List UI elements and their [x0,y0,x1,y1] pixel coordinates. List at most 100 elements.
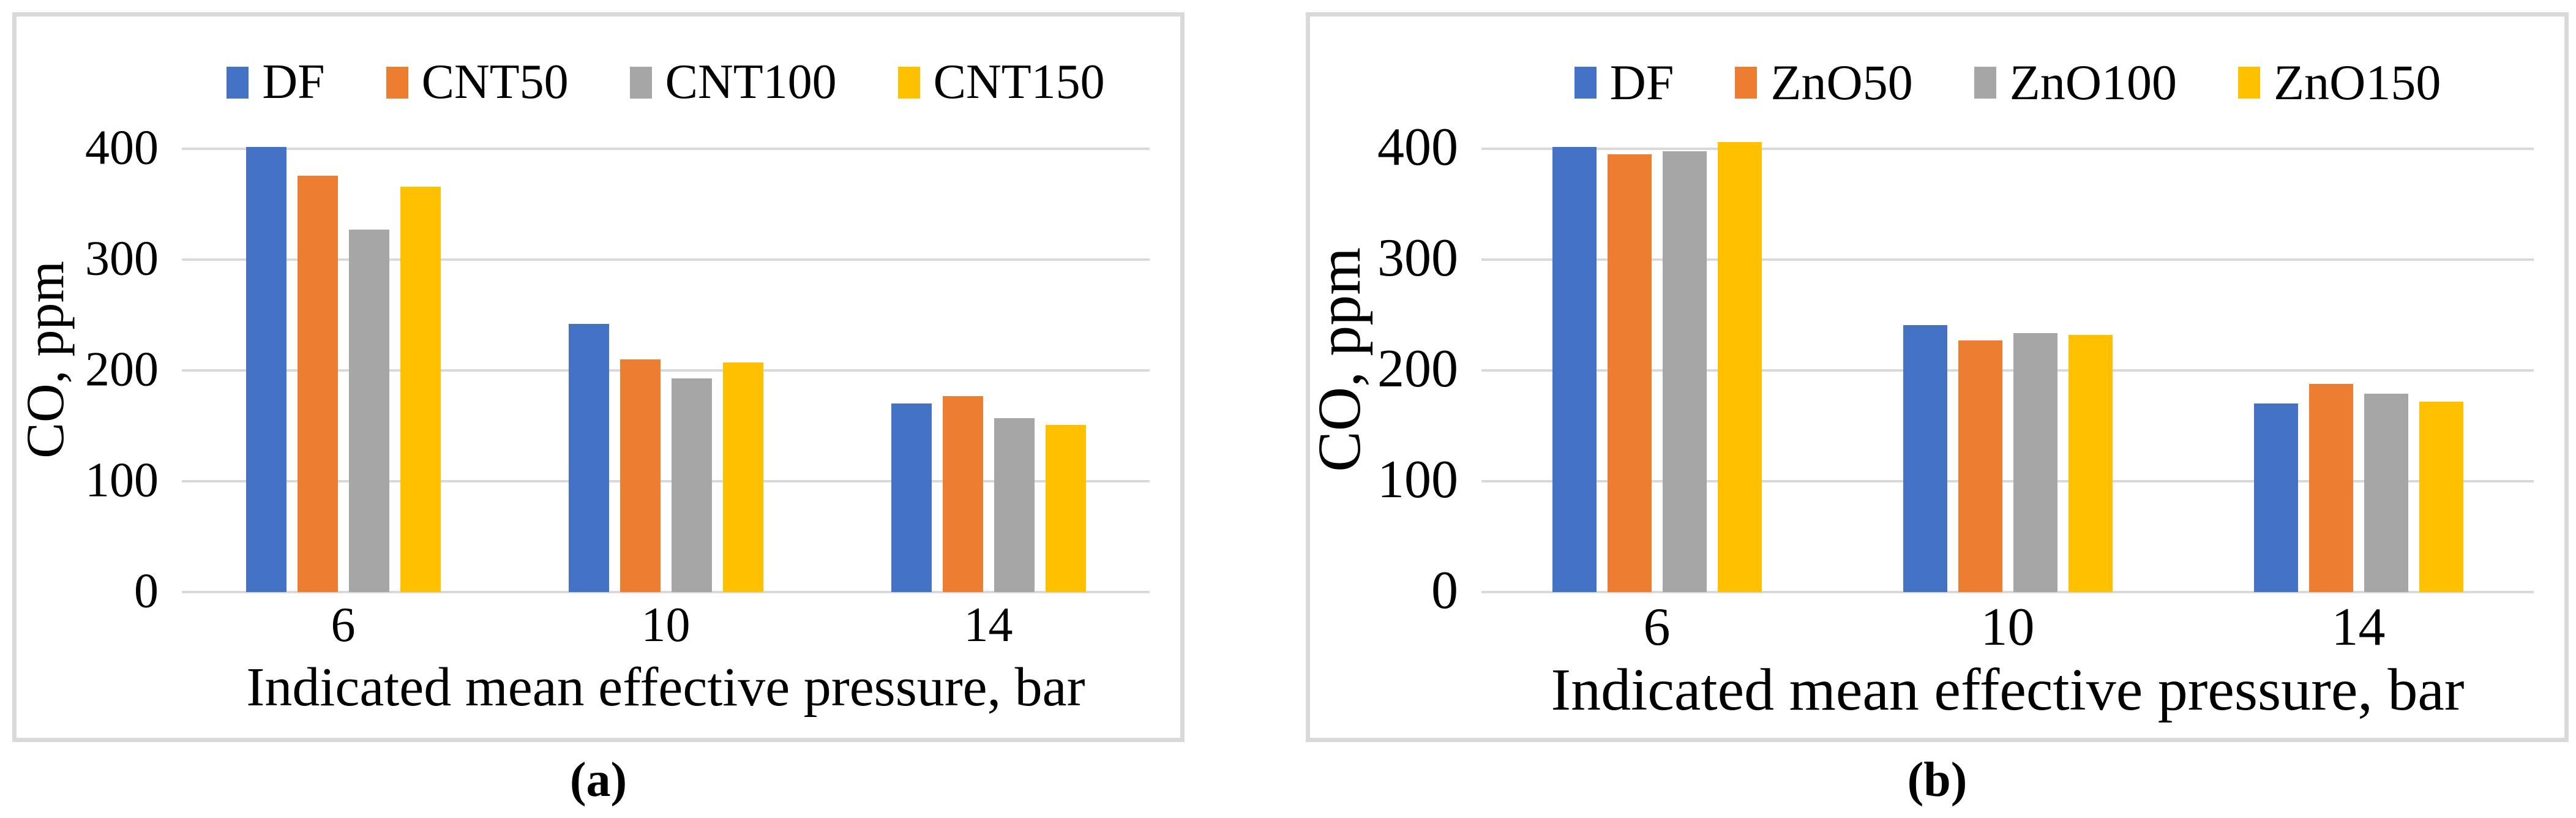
bar-DF-14 [891,403,932,592]
gridline-300 [182,258,1150,261]
bar-group-14 [2253,127,2463,592]
bar-group-6 [245,127,441,592]
plot-area-b [1481,127,2534,593]
y-axis-title-text: CO, ppm [16,260,75,459]
x-axis-title-b: Indicated mean effective pressure, bar [1551,657,2465,723]
y-tick-label-400: 400 [85,121,159,175]
legend-item-CNT150: CNT150 [897,54,1105,110]
bar-DF-10 [568,324,609,592]
bar-group-6 [1552,127,1762,592]
legend-swatch-ZnO150 [2238,66,2261,99]
gridline-100 [182,480,1150,483]
legend-item-CNT50: CNT50 [386,54,569,110]
bar-groups [1481,127,2534,592]
x-tick-label-6: 6 [331,598,356,652]
bar-CNT100-10 [671,378,712,592]
y-axis-tick-labels-b: 0 100 200 300 400 [1368,121,1481,618]
y-axis-title-text: CO, ppm [1305,247,1373,472]
plot-area-a [182,127,1150,593]
bar-CNT150-6 [400,186,441,592]
y-axis-title-b: CO, ppm [1305,127,1373,592]
y-tick-label-200: 200 [1377,339,1458,399]
bar-ZnO100-10 [2013,332,2057,592]
bar-CNT50-6 [297,175,338,592]
captions-row: (a) (b) [0,742,2576,818]
y-tick-label-0: 0 [134,564,159,618]
legend-label-CNT100: CNT100 [665,55,837,109]
bar-ZnO100-14 [2364,394,2408,592]
bar-CNT50-14 [942,396,983,592]
x-tick-label-14: 14 [964,598,1013,652]
x-tick-label-6: 6 [1643,598,1671,657]
legend-label-DF: DF [262,55,325,109]
chart-panel-a: DF CNT50 CNT100 CNT150 CO, ppm 0 100 200 300 40… [12,12,1185,742]
legend-item-ZnO100: ZnO100 [1974,54,2177,111]
gridline-0 [182,591,1150,593]
legend-label-CNT150: CNT150 [933,55,1105,109]
bar-CNT100-14 [994,418,1035,592]
chart-panel-b: DF ZnO50 ZnO100 ZnO150 CO, ppm 0 100 200 300 40… [1305,12,2569,742]
bar-DF-10 [1903,325,1947,592]
bar-ZnO100-6 [1662,151,1707,592]
legend-a: DF CNT50 CNT100 CNT150 [182,38,1150,127]
legend-label-ZnO150: ZnO150 [2274,54,2441,110]
gridline-400 [1481,148,2534,151]
y-tick-label-300: 300 [85,231,159,286]
legend-item-CNT100: CNT100 [629,54,837,110]
y-tick-label-200: 200 [85,342,159,397]
y-tick-label-300: 300 [1377,228,1458,288]
x-tick-label-14: 14 [2331,598,2386,657]
bar-ZnO150-6 [1717,142,1762,592]
gridline-300 [1481,258,2534,261]
legend-swatch-ZnO50 [1735,66,1758,99]
y-tick-label-100: 100 [1377,450,1458,510]
x-tick-label-10: 10 [1980,598,2035,657]
legend-item-DF: DF [1574,54,1674,111]
legend-b: DF ZnO50 ZnO100 ZnO150 [1481,38,2534,127]
bar-CNT50-10 [620,359,661,592]
bar-group-10 [1903,127,2113,592]
bar-CNT100-6 [348,230,389,592]
bar-CNT150-10 [722,362,763,592]
bar-ZnO150-10 [2068,335,2113,592]
legend-swatch-DF [1574,66,1597,99]
legend-swatch-CNT100 [629,66,652,99]
bar-ZnO150-14 [2419,401,2463,592]
bar-DF-6 [245,146,286,592]
legend-item-ZnO50: ZnO50 [1735,54,1913,111]
bar-DF-6 [1552,146,1597,592]
y-axis-tick-labels-a: 0 100 200 300 400 [75,121,182,616]
bar-ZnO50-10 [1958,340,2002,592]
bar-ZnO50-6 [1607,154,1652,592]
bar-groups [182,127,1150,592]
bar-group-14 [891,127,1086,592]
bar-group-10 [568,127,763,592]
x-axis-tick-labels-a: 6 10 14 [182,592,1150,656]
gridline-400 [182,148,1150,151]
legend-swatch-CNT150 [897,66,920,99]
legend-swatch-ZnO100 [1974,66,1996,99]
subfigure-caption-b: (b) [1907,752,1968,807]
legend-item-DF: DF [227,54,325,110]
legend-label-CNT50: CNT50 [421,55,569,109]
legend-label-ZnO100: ZnO100 [2009,54,2177,110]
y-tick-label-400: 400 [1377,118,1458,178]
bar-CNT150-14 [1045,424,1086,592]
legend-item-ZnO150: ZnO150 [2238,54,2441,111]
x-tick-label-10: 10 [641,598,691,652]
gridline-200 [1481,369,2534,372]
x-axis-title-a: Indicated mean effective pressure, bar [246,657,1085,718]
gridline-200 [182,369,1150,372]
charts-row: DF CNT50 CNT100 CNT150 CO, ppm 0 100 200 300 40… [12,12,2569,742]
gridline-0 [1481,591,2534,593]
x-axis-tick-labels-b: 6 10 14 [1481,592,2534,656]
y-tick-label-0: 0 [1431,561,1458,621]
y-axis-title-a: CO, ppm [16,127,75,592]
bar-ZnO50-14 [2308,383,2353,592]
legend-label-DF: DF [1609,54,1674,110]
y-tick-label-100: 100 [85,453,159,508]
bar-DF-14 [2253,403,2298,592]
gridline-100 [1481,480,2534,483]
legend-label-ZnO50: ZnO50 [1770,54,1913,110]
